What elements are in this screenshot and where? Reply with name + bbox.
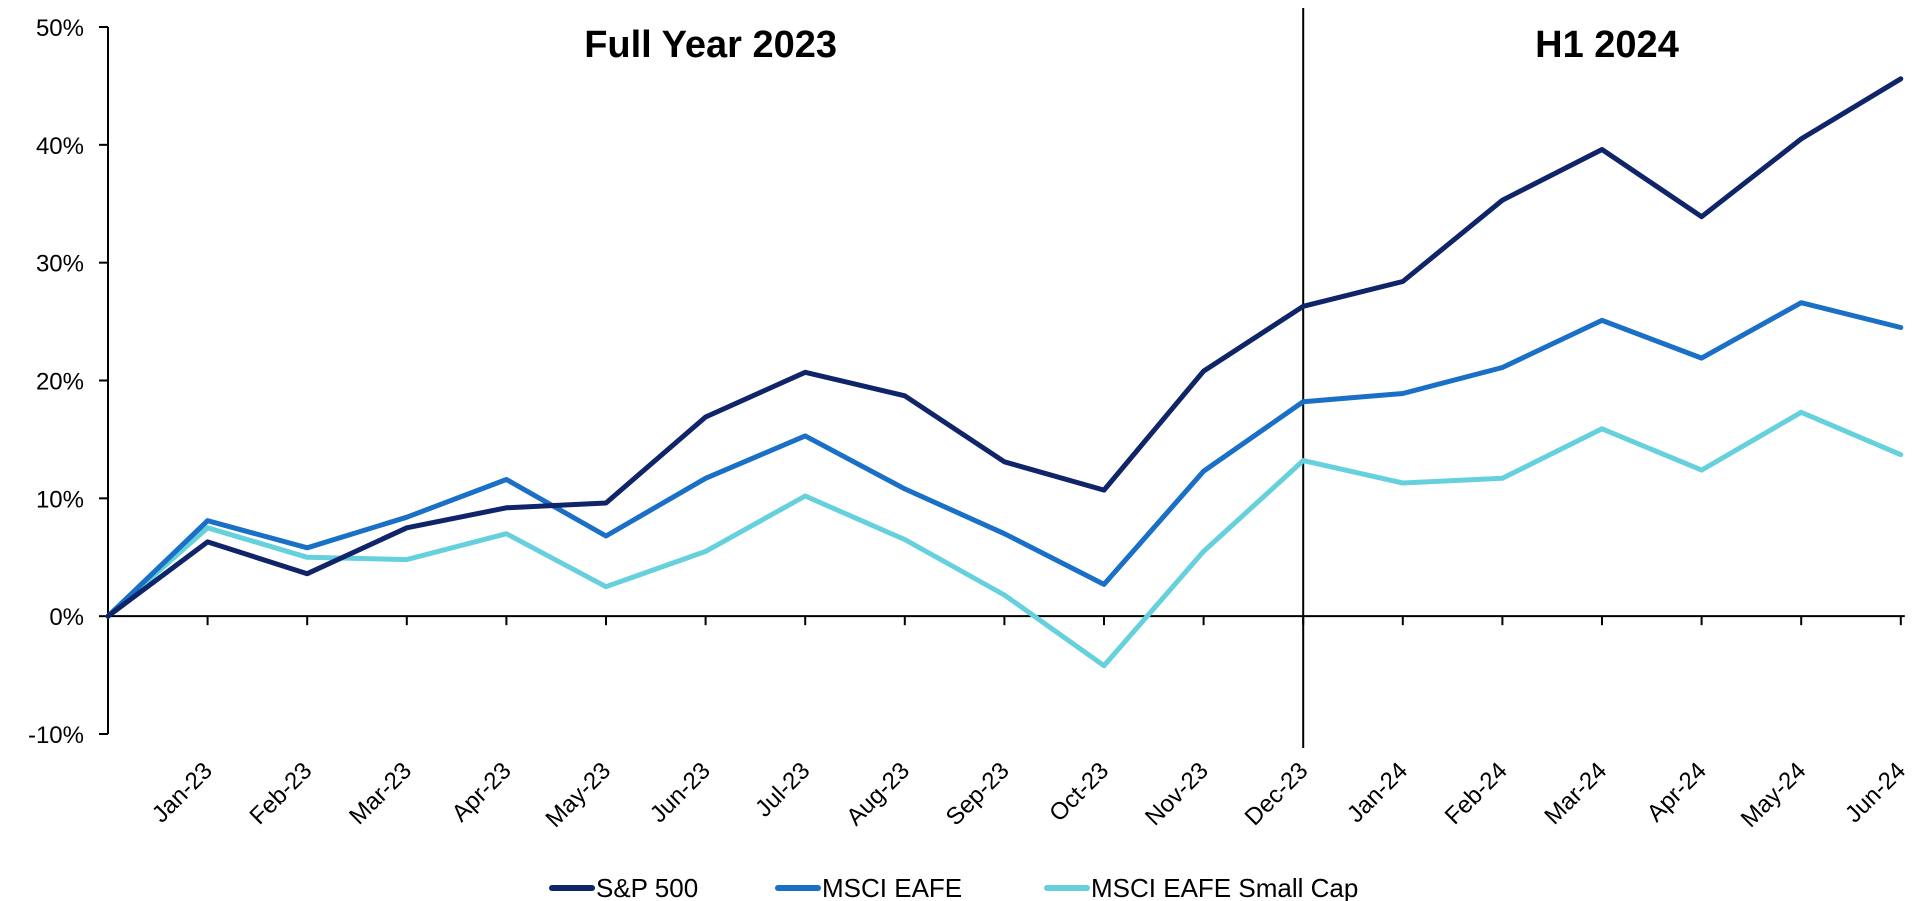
series-line-msci-eafe	[105, 300, 1904, 619]
x-tick-label: May-23	[541, 757, 617, 833]
y-tick-label: 30%	[36, 251, 84, 278]
x-tick-label: Feb-23	[245, 757, 318, 830]
x-tick-label: Jun-23	[645, 757, 716, 828]
y-tick-label: 10%	[36, 486, 84, 513]
x-tick-label: Apr-24	[1642, 757, 1712, 827]
series-line-s-p-500	[105, 76, 1904, 619]
y-axis-ticks: 50% 40% 30% 20% 10% 0% -10%	[28, 15, 108, 749]
x-axis-ticks: Jan-23 Feb-23 Mar-23 Apr-23 May-23 Jun-23 Jul-…	[147, 616, 1911, 833]
x-tick-label: Feb-24	[1440, 757, 1513, 830]
series-line-msci-eafe-small-cap	[105, 409, 1904, 669]
axes	[107, 27, 1905, 734]
x-tick-label: Jan-23	[147, 757, 218, 828]
x-tick-label: Jul-23	[750, 757, 815, 822]
x-tick-label: Mar-24	[1539, 757, 1612, 830]
y-tick-label: -10%	[28, 722, 84, 749]
x-tick-label: Jan-24	[1342, 757, 1413, 828]
y-tick-label: 50%	[36, 15, 84, 42]
x-tick-label: Nov-23	[1140, 757, 1214, 831]
x-tick-label: Mar-23	[344, 757, 417, 830]
legend-label: MSCI EAFE Small Cap	[1091, 873, 1358, 901]
annotation-h1-2024: H1 2024	[1535, 24, 1679, 66]
y-tick-label: 0%	[49, 604, 84, 631]
x-tick-label: Aug-23	[841, 757, 915, 831]
x-tick-label: Dec-23	[1240, 757, 1314, 831]
y-tick-label: 40%	[36, 133, 84, 160]
legend-label: S&P 500	[596, 873, 698, 901]
y-tick-label: 20%	[36, 369, 84, 396]
annotation-full-year-2023: Full Year 2023	[584, 24, 837, 66]
x-tick-label: Oct-23	[1044, 757, 1114, 827]
series-lines	[105, 76, 1904, 669]
x-tick-label: Sep-23	[941, 757, 1015, 831]
x-tick-label: Jun-24	[1840, 757, 1911, 828]
legend: S&P 500 MSCI EAFE MSCI EAFE Small Cap	[549, 873, 1358, 901]
x-tick-label: May-24	[1736, 757, 1812, 833]
legend-label: MSCI EAFE	[822, 873, 962, 901]
x-tick-label: Apr-23	[447, 757, 517, 827]
